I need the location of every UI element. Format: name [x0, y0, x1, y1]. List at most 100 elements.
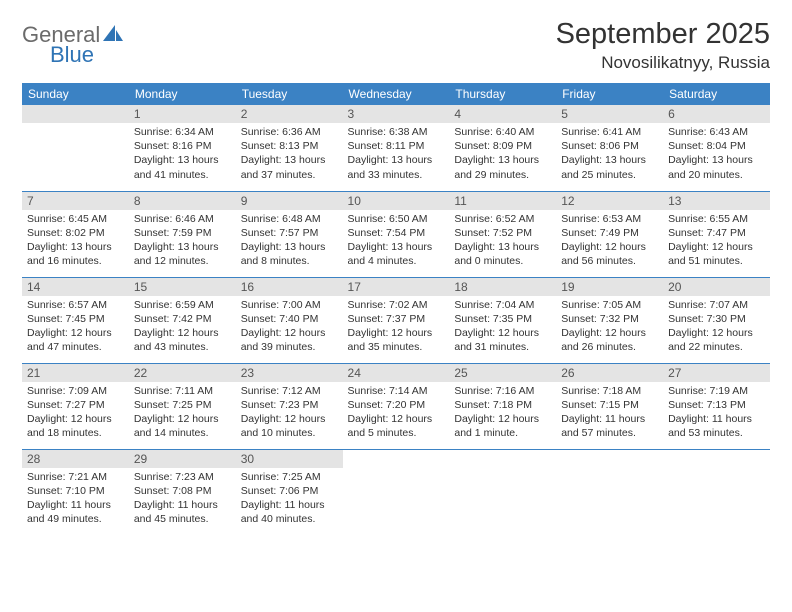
- calendar-cell: 16Sunrise: 7:00 AMSunset: 7:40 PMDayligh…: [236, 277, 343, 363]
- title-block: September 2025 Novosilikatnyy, Russia: [556, 18, 770, 73]
- calendar-cell: 8Sunrise: 6:46 AMSunset: 7:59 PMDaylight…: [129, 191, 236, 277]
- calendar-cell: 29Sunrise: 7:23 AMSunset: 7:08 PMDayligh…: [129, 449, 236, 535]
- day-number: 6: [663, 105, 770, 123]
- day-header: Tuesday: [236, 83, 343, 105]
- logo-text-2: Blue: [50, 42, 94, 67]
- day-number: 20: [663, 278, 770, 296]
- calendar-cell: 6Sunrise: 6:43 AMSunset: 8:04 PMDaylight…: [663, 105, 770, 191]
- calendar-cell: 14Sunrise: 6:57 AMSunset: 7:45 PMDayligh…: [22, 277, 129, 363]
- calendar-body: 1Sunrise: 6:34 AMSunset: 8:16 PMDaylight…: [22, 105, 770, 535]
- day-info: Sunrise: 7:18 AMSunset: 7:15 PMDaylight:…: [556, 382, 663, 445]
- logo-sail-icon: [103, 25, 125, 48]
- day-number: 21: [22, 364, 129, 382]
- day-header: Monday: [129, 83, 236, 105]
- calendar-cell: 22Sunrise: 7:11 AMSunset: 7:25 PMDayligh…: [129, 363, 236, 449]
- month-title: September 2025: [556, 18, 770, 51]
- calendar-row: 21Sunrise: 7:09 AMSunset: 7:27 PMDayligh…: [22, 363, 770, 449]
- day-info: Sunrise: 6:52 AMSunset: 7:52 PMDaylight:…: [449, 210, 556, 273]
- day-info: Sunrise: 6:36 AMSunset: 8:13 PMDaylight:…: [236, 123, 343, 186]
- day-number: 27: [663, 364, 770, 382]
- day-number: 26: [556, 364, 663, 382]
- calendar-cell: [449, 449, 556, 535]
- day-number: 4: [449, 105, 556, 123]
- day-info: Sunrise: 7:07 AMSunset: 7:30 PMDaylight:…: [663, 296, 770, 359]
- calendar-cell: 30Sunrise: 7:25 AMSunset: 7:06 PMDayligh…: [236, 449, 343, 535]
- calendar-cell: 10Sunrise: 6:50 AMSunset: 7:54 PMDayligh…: [343, 191, 450, 277]
- calendar-row: 28Sunrise: 7:21 AMSunset: 7:10 PMDayligh…: [22, 449, 770, 535]
- day-info: Sunrise: 7:00 AMSunset: 7:40 PMDaylight:…: [236, 296, 343, 359]
- day-info: Sunrise: 7:21 AMSunset: 7:10 PMDaylight:…: [22, 468, 129, 531]
- day-info: Sunrise: 7:23 AMSunset: 7:08 PMDaylight:…: [129, 468, 236, 531]
- calendar-row: 14Sunrise: 6:57 AMSunset: 7:45 PMDayligh…: [22, 277, 770, 363]
- day-info: Sunrise: 7:05 AMSunset: 7:32 PMDaylight:…: [556, 296, 663, 359]
- day-number: 23: [236, 364, 343, 382]
- day-number: 7: [22, 192, 129, 210]
- day-number: 29: [129, 450, 236, 468]
- calendar-cell: 17Sunrise: 7:02 AMSunset: 7:37 PMDayligh…: [343, 277, 450, 363]
- calendar-cell: 9Sunrise: 6:48 AMSunset: 7:57 PMDaylight…: [236, 191, 343, 277]
- day-info: Sunrise: 6:34 AMSunset: 8:16 PMDaylight:…: [129, 123, 236, 186]
- calendar-cell: 26Sunrise: 7:18 AMSunset: 7:15 PMDayligh…: [556, 363, 663, 449]
- day-info: Sunrise: 7:12 AMSunset: 7:23 PMDaylight:…: [236, 382, 343, 445]
- day-info: Sunrise: 6:40 AMSunset: 8:09 PMDaylight:…: [449, 123, 556, 186]
- day-info: Sunrise: 6:41 AMSunset: 8:06 PMDaylight:…: [556, 123, 663, 186]
- location: Novosilikatnyy, Russia: [556, 53, 770, 73]
- day-header: Wednesday: [343, 83, 450, 105]
- calendar-cell: 19Sunrise: 7:05 AMSunset: 7:32 PMDayligh…: [556, 277, 663, 363]
- calendar-cell: [663, 449, 770, 535]
- calendar-cell: 28Sunrise: 7:21 AMSunset: 7:10 PMDayligh…: [22, 449, 129, 535]
- calendar-cell: 7Sunrise: 6:45 AMSunset: 8:02 PMDaylight…: [22, 191, 129, 277]
- calendar-cell: 3Sunrise: 6:38 AMSunset: 8:11 PMDaylight…: [343, 105, 450, 191]
- day-info: Sunrise: 7:19 AMSunset: 7:13 PMDaylight:…: [663, 382, 770, 445]
- day-info: Sunrise: 6:48 AMSunset: 7:57 PMDaylight:…: [236, 210, 343, 273]
- day-info: Sunrise: 6:45 AMSunset: 8:02 PMDaylight:…: [22, 210, 129, 273]
- day-info: Sunrise: 6:38 AMSunset: 8:11 PMDaylight:…: [343, 123, 450, 186]
- day-info: Sunrise: 6:43 AMSunset: 8:04 PMDaylight:…: [663, 123, 770, 186]
- day-number: 16: [236, 278, 343, 296]
- day-number: 5: [556, 105, 663, 123]
- day-number: 30: [236, 450, 343, 468]
- day-number: 17: [343, 278, 450, 296]
- calendar-row: 7Sunrise: 6:45 AMSunset: 8:02 PMDaylight…: [22, 191, 770, 277]
- day-number: 14: [22, 278, 129, 296]
- day-number: 1: [129, 105, 236, 123]
- calendar-cell: 15Sunrise: 6:59 AMSunset: 7:42 PMDayligh…: [129, 277, 236, 363]
- day-info: Sunrise: 6:50 AMSunset: 7:54 PMDaylight:…: [343, 210, 450, 273]
- day-number: 8: [129, 192, 236, 210]
- header: General September 2025 Novosilikatnyy, R…: [22, 18, 770, 73]
- calendar-cell: 5Sunrise: 6:41 AMSunset: 8:06 PMDaylight…: [556, 105, 663, 191]
- day-info: Sunrise: 7:11 AMSunset: 7:25 PMDaylight:…: [129, 382, 236, 445]
- day-info: Sunrise: 7:02 AMSunset: 7:37 PMDaylight:…: [343, 296, 450, 359]
- day-info: Sunrise: 6:46 AMSunset: 7:59 PMDaylight:…: [129, 210, 236, 273]
- calendar-cell: 18Sunrise: 7:04 AMSunset: 7:35 PMDayligh…: [449, 277, 556, 363]
- logo-line2: Blue: [22, 42, 94, 68]
- day-info: Sunrise: 6:53 AMSunset: 7:49 PMDaylight:…: [556, 210, 663, 273]
- day-info: Sunrise: 7:16 AMSunset: 7:18 PMDaylight:…: [449, 382, 556, 445]
- day-header: Saturday: [663, 83, 770, 105]
- calendar-table: SundayMondayTuesdayWednesdayThursdayFrid…: [22, 83, 770, 535]
- day-number: 11: [449, 192, 556, 210]
- day-info: Sunrise: 7:14 AMSunset: 7:20 PMDaylight:…: [343, 382, 450, 445]
- calendar-cell: 12Sunrise: 6:53 AMSunset: 7:49 PMDayligh…: [556, 191, 663, 277]
- calendar-cell: [556, 449, 663, 535]
- day-number: 22: [129, 364, 236, 382]
- calendar-cell: 21Sunrise: 7:09 AMSunset: 7:27 PMDayligh…: [22, 363, 129, 449]
- day-number: 10: [343, 192, 450, 210]
- calendar-row: 1Sunrise: 6:34 AMSunset: 8:16 PMDaylight…: [22, 105, 770, 191]
- day-info: Sunrise: 7:25 AMSunset: 7:06 PMDaylight:…: [236, 468, 343, 531]
- calendar-cell: 2Sunrise: 6:36 AMSunset: 8:13 PMDaylight…: [236, 105, 343, 191]
- calendar-cell: 20Sunrise: 7:07 AMSunset: 7:30 PMDayligh…: [663, 277, 770, 363]
- day-info: Sunrise: 6:59 AMSunset: 7:42 PMDaylight:…: [129, 296, 236, 359]
- day-info: Sunrise: 7:04 AMSunset: 7:35 PMDaylight:…: [449, 296, 556, 359]
- day-number: 12: [556, 192, 663, 210]
- day-info: Sunrise: 7:09 AMSunset: 7:27 PMDaylight:…: [22, 382, 129, 445]
- calendar-page: General September 2025 Novosilikatnyy, R…: [0, 0, 792, 535]
- calendar-cell: 25Sunrise: 7:16 AMSunset: 7:18 PMDayligh…: [449, 363, 556, 449]
- calendar-cell: 13Sunrise: 6:55 AMSunset: 7:47 PMDayligh…: [663, 191, 770, 277]
- day-number: 18: [449, 278, 556, 296]
- day-number: 15: [129, 278, 236, 296]
- empty-daynum: [22, 105, 129, 123]
- calendar-cell: [22, 105, 129, 191]
- day-number: 24: [343, 364, 450, 382]
- day-number: 13: [663, 192, 770, 210]
